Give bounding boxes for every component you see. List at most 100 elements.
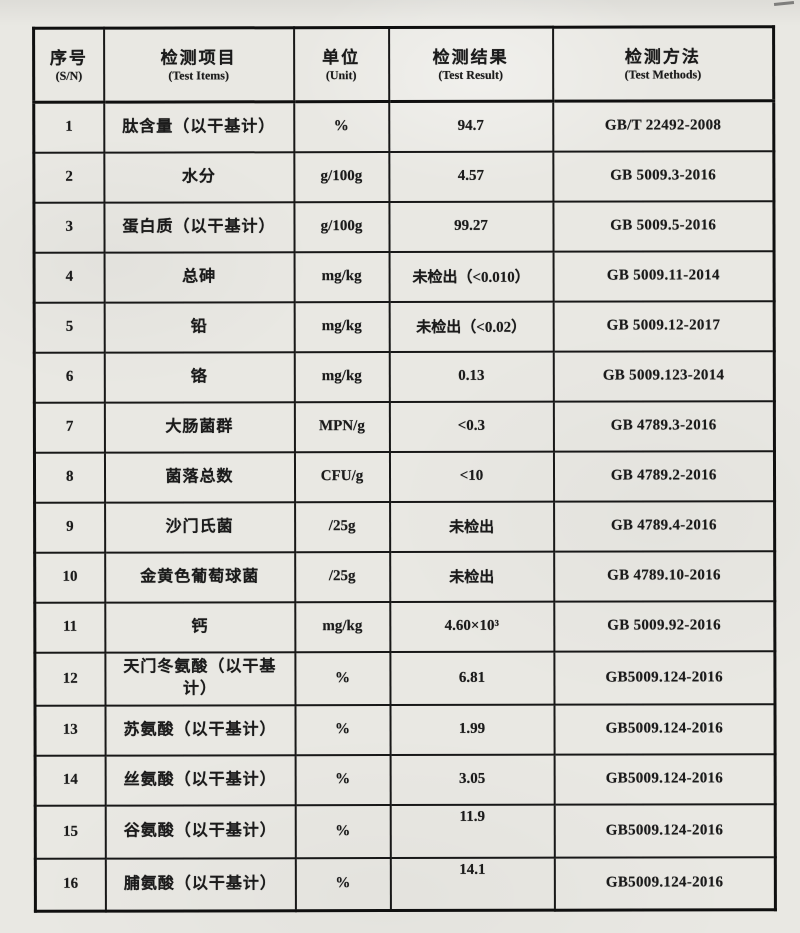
row-sn-cell: 9 bbox=[34, 502, 105, 553]
row-result-cell: 3.05 bbox=[390, 754, 555, 805]
row-item-cell: 苏氨酸（以干基计） bbox=[104, 704, 296, 756]
table-row: 3 蛋白质（以干基计） g/100g 99.27 GB 5009.5-2016 bbox=[33, 200, 775, 253]
row-unit-text: % bbox=[335, 822, 351, 839]
row-sn-cell: 14 bbox=[35, 755, 106, 806]
row-result-text: 0.13 bbox=[458, 367, 485, 384]
row-method-text: GB/T 22492-2008 bbox=[604, 117, 722, 134]
row-unit-cell: /25g bbox=[294, 551, 390, 602]
row-method-cell: GB 5009.123-2014 bbox=[553, 350, 775, 402]
row-result-cell: 6.81 bbox=[389, 651, 554, 705]
row-result-cell: 14.1 bbox=[390, 857, 555, 911]
row-result-text: 99.27 bbox=[454, 217, 488, 234]
row-result-text: 3.05 bbox=[459, 770, 486, 787]
row-sn-cell: 15 bbox=[35, 805, 106, 859]
header-method-en: (Test Methods) bbox=[624, 67, 702, 82]
row-item-text: 铬 bbox=[190, 368, 208, 386]
row-result-text: 4.60×10³ bbox=[444, 617, 499, 634]
row-unit-cell: mg/kg bbox=[294, 351, 390, 402]
table-body: 1 肽含量（以干基计）% 94.7 GB/T 22492-2008 2 水分 g/100g 4… bbox=[33, 100, 776, 912]
row-result-text: 11.9 bbox=[459, 808, 485, 825]
row-unit-cell: % bbox=[295, 754, 391, 805]
row-method-text: GB5009.124-2016 bbox=[605, 720, 724, 737]
row-result-text: 14.1 bbox=[459, 861, 486, 878]
header-row: 序号 (S/N) 检测项目 (Test Items) 单位 (Unit) 检测结… bbox=[33, 26, 774, 103]
row-sn-text: 10 bbox=[62, 568, 78, 585]
row-result-cell: 4.60×10³ bbox=[389, 601, 554, 652]
row-method-cell: GB 4789.10-2016 bbox=[553, 550, 775, 602]
row-sn-cell: 4 bbox=[34, 252, 105, 303]
row-item-text: 总砷 bbox=[182, 268, 217, 286]
row-result-cell: <0.3 bbox=[389, 401, 554, 452]
table-row: 1 肽含量（以干基计）% 94.7 GB/T 22492-2008 bbox=[33, 100, 774, 153]
table-row: 8 菌落总数 CFU/g <10 GB 4789.2-2016 bbox=[34, 450, 775, 503]
row-sn-cell: 8 bbox=[34, 452, 105, 503]
row-unit-cell: % bbox=[293, 101, 389, 152]
row-sn-text: 11 bbox=[62, 618, 78, 635]
row-method-text: GB5009.124-2016 bbox=[605, 770, 724, 787]
row-sn-cell: 1 bbox=[33, 102, 104, 153]
table-row: 16 脯氨酸（以干基计）% 14.1 GB5009.124-2016 bbox=[35, 856, 776, 912]
row-item-cell: 菌落总数 bbox=[104, 451, 295, 503]
row-method-text: GB 4789.3-2016 bbox=[610, 417, 717, 434]
row-sn-cell: 6 bbox=[34, 352, 105, 403]
header-unit: 单位 (Unit) bbox=[293, 27, 389, 102]
row-result-cell: 未检出（<0.010） bbox=[389, 251, 554, 302]
table-row: 14 丝氨酸（以干基计）% 3.05 GB5009.124-2016 bbox=[35, 753, 776, 806]
row-sn-text: 1 bbox=[65, 118, 73, 135]
row-result-cell: 1.99 bbox=[389, 704, 555, 755]
table-row: 9 沙门氏菌/25g 未检出 GB 4789.4-2016 bbox=[34, 500, 775, 553]
header-item: 检测项目 (Test Items) bbox=[103, 27, 294, 103]
row-unit-text: mg/kg bbox=[321, 268, 362, 285]
table-row: 13 苏氨酸（以干基计）% 1.99 GB5009.124-2016 bbox=[34, 703, 776, 756]
row-method-cell: GB 5009.3-2016 bbox=[552, 150, 774, 202]
row-method-cell: GB5009.124-2016 bbox=[554, 856, 776, 911]
row-method-text: GB 5009.11-2014 bbox=[606, 267, 720, 284]
header-result: 检测结果 (Test Result) bbox=[388, 27, 553, 102]
row-sn-cell: 13 bbox=[34, 705, 106, 756]
test-report-table: 序号 (S/N) 检测项目 (Test Items) 单位 (Unit) 检测结… bbox=[32, 25, 777, 913]
row-item-cell: 天门冬氨酸（以干基计） bbox=[104, 651, 295, 706]
row-method-cell: GB 5009.5-2016 bbox=[552, 200, 775, 252]
row-item-text: 钙 bbox=[191, 618, 209, 636]
header-result-zh: 检测结果 bbox=[432, 47, 509, 67]
row-unit-text: mg/kg bbox=[322, 618, 363, 635]
row-result-cell: 4.57 bbox=[388, 151, 553, 202]
row-unit-cell: g/100g bbox=[293, 151, 389, 202]
row-item-text: 大肠菌群 bbox=[165, 418, 234, 436]
row-result-cell: 未检出 bbox=[389, 501, 554, 552]
row-sn-text: 8 bbox=[65, 468, 74, 485]
header-method-zh: 检测方法 bbox=[624, 47, 701, 67]
row-unit-cell: % bbox=[294, 704, 391, 755]
row-result-cell: <10 bbox=[389, 451, 554, 502]
row-result-text: 未检出（<0.010） bbox=[412, 269, 530, 286]
row-method-cell: GB 4789.2-2016 bbox=[553, 450, 775, 502]
row-item-text: 蛋白质（以干基计） bbox=[122, 217, 276, 236]
row-sn-text: 12 bbox=[62, 670, 78, 687]
row-sn-text: 16 bbox=[63, 875, 79, 892]
row-unit-cell: g/100g bbox=[293, 201, 390, 252]
row-item-cell: 铬 bbox=[104, 351, 295, 403]
row-method-text: GB 5009.92-2016 bbox=[607, 617, 721, 634]
row-sn-cell: 10 bbox=[34, 552, 105, 603]
row-method-text: GB5009.124-2016 bbox=[605, 821, 724, 839]
row-sn-cell: 7 bbox=[34, 402, 105, 453]
row-method-cell: GB5009.124-2016 bbox=[553, 650, 775, 705]
row-result-text: <10 bbox=[459, 467, 484, 484]
row-item-text: 肽含量（以干基计） bbox=[122, 118, 276, 136]
row-result-cell: 94.7 bbox=[388, 101, 553, 152]
row-sn-text: 5 bbox=[65, 318, 74, 335]
row-item-cell: 大肠菌群 bbox=[104, 401, 295, 453]
row-result-cell: 0.13 bbox=[389, 351, 554, 402]
row-sn-text: 6 bbox=[65, 368, 74, 385]
row-item-cell: 钙 bbox=[104, 601, 295, 653]
row-sn-text: 4 bbox=[65, 268, 74, 285]
header-method: 检测方法 (Test Methods) bbox=[552, 26, 774, 102]
header-item-en: (Test Items) bbox=[168, 68, 229, 83]
row-method-cell: GB 4789.4-2016 bbox=[553, 500, 775, 552]
table-row: 7 大肠菌群 MPN/g <0.3 GB 4789.3-2016 bbox=[34, 400, 775, 453]
header-sn-zh: 序号 bbox=[49, 48, 88, 68]
row-item-cell: 丝氨酸（以干基计） bbox=[105, 754, 296, 806]
row-method-text: GB 4789.10-2016 bbox=[607, 567, 721, 584]
row-unit-cell: MPN/g bbox=[294, 401, 390, 452]
